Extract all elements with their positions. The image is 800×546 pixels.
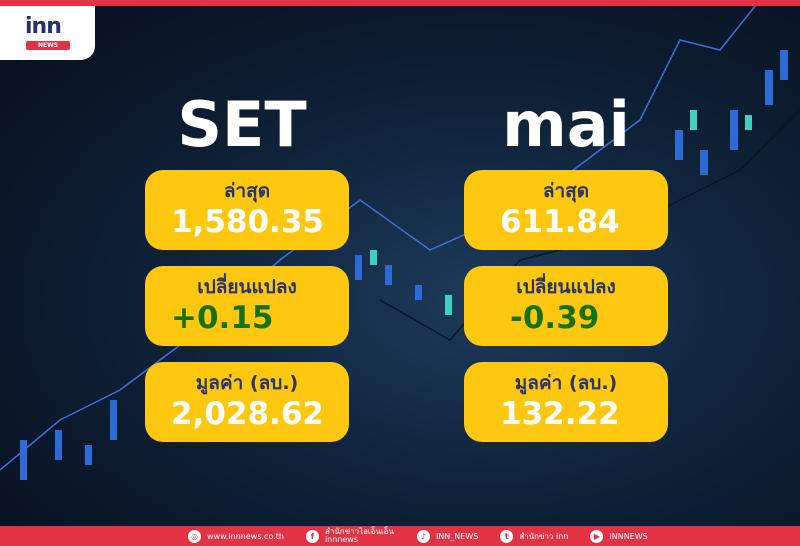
- footer-text: INNNEWS: [609, 531, 648, 541]
- mai-change-card: เปลี่ยนแปลง -0.39: [464, 266, 668, 346]
- footer-website[interactable]: ◎ www.innnews.co.th: [188, 529, 284, 543]
- logo-sub: NEWS: [26, 41, 70, 50]
- set-last-label: ล่าสุด: [223, 180, 271, 202]
- footer-text: www.innnews.co.th: [207, 531, 284, 541]
- twitter-icon: t: [500, 529, 514, 543]
- mai-value-value: 132.22: [500, 396, 620, 432]
- mai-last-card: ล่าสุด 611.84: [464, 170, 668, 250]
- set-change-card: เปลี่ยนแปลง +0.15: [145, 266, 349, 346]
- tiktok-icon: ♪: [416, 529, 430, 543]
- youtube-icon: ▶: [590, 529, 604, 543]
- top-accent-bar: [0, 0, 800, 6]
- set-change-value: +0.15: [171, 300, 274, 336]
- mai-change-label: เปลี่ยนแปลง: [516, 276, 616, 298]
- mai-change-value: -0.39: [510, 300, 600, 336]
- mai-last-value: 611.84: [500, 204, 620, 240]
- mai-title: mai: [502, 88, 630, 161]
- set-last-card: ล่าสุด 1,580.35: [145, 170, 349, 250]
- footer-text: สำนักข่าวไอเอ็นเอ็น innnews: [324, 527, 394, 544]
- footer-twitter[interactable]: t สำนักข่าว inn: [500, 529, 569, 543]
- mai-last-label: ล่าสุด: [542, 180, 590, 202]
- set-value-label: มูลค่า (ลบ.): [195, 372, 299, 394]
- footer-tiktok[interactable]: ♪ INN_NEWS: [416, 529, 479, 543]
- set-value-value: 2,028.62: [171, 396, 324, 432]
- inn-news-logo: inn NEWS: [0, 6, 95, 60]
- footer-social-bar: ◎ www.innnews.co.th f สำนักข่าวไอเอ็นเอ็น …: [0, 526, 800, 546]
- footer-text: INN_NEWS: [435, 531, 479, 541]
- logo-text: inn: [25, 14, 62, 39]
- set-last-value: 1,580.35: [171, 204, 324, 240]
- set-change-label: เปลี่ยนแปลง: [197, 276, 297, 298]
- footer-facebook[interactable]: f สำนักข่าวไอเอ็นเอ็น innnews: [305, 527, 395, 544]
- globe-icon: ◎: [188, 529, 201, 543]
- mai-value-card: มูลค่า (ลบ.) 132.22: [464, 362, 668, 442]
- footer-youtube[interactable]: ▶ INNNEWS: [590, 529, 648, 543]
- footer-text: สำนักข่าว inn: [519, 531, 569, 541]
- set-title: SET: [177, 88, 307, 161]
- set-value-card: มูลค่า (ลบ.) 2,028.62: [145, 362, 349, 442]
- facebook-icon: f: [305, 529, 319, 543]
- mai-value-label: มูลค่า (ลบ.): [514, 372, 618, 394]
